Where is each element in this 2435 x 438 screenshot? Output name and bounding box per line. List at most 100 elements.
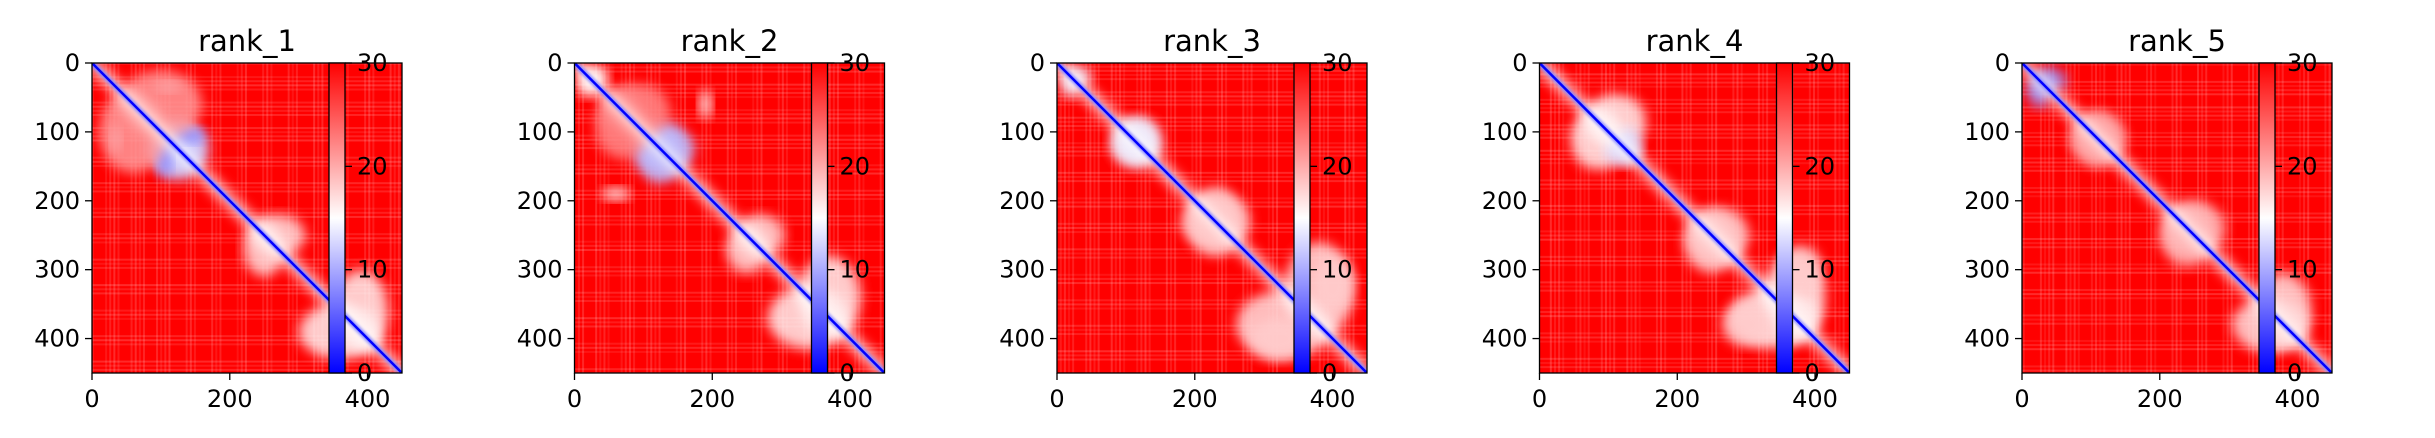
heatmap-stripe <box>1352 63 1355 373</box>
heatmap-stripe <box>777 63 780 373</box>
heatmap-stripe <box>2150 63 2153 373</box>
heatmap-stripe <box>393 63 396 373</box>
heatmap-stripe <box>1842 63 1845 373</box>
heatmap-stripe <box>1587 63 1590 373</box>
heatmap-stripe <box>168 63 171 373</box>
heatmap-stripe <box>193 63 196 373</box>
heatmap-stripe <box>1136 63 1139 373</box>
heatmap-stripe <box>1057 299 1367 302</box>
heatmap-stripe <box>1604 63 1607 373</box>
heatmap-stripe <box>92 339 402 342</box>
heatmap-stripe <box>620 63 623 373</box>
heatmap-stripe <box>1072 63 1075 373</box>
heatmap-stripe <box>1660 63 1663 373</box>
heatmap-stripe <box>1057 277 1367 280</box>
heatmap-stripe <box>2073 63 2076 373</box>
axes-frame <box>2021 62 2333 374</box>
colorbar-tick-label: 20 <box>1805 152 1836 180</box>
heatmap-stripe <box>1119 63 1121 373</box>
heatmap-stripe <box>1057 350 1367 353</box>
heatmap-stripe <box>2022 344 2332 347</box>
heatmap-image <box>1057 63 1367 373</box>
colorbar-tick-label: 0 <box>1322 359 1337 387</box>
heatmap-stripe <box>1539 107 1850 110</box>
heatmap-stripe <box>105 63 108 373</box>
heatmap-stripe <box>1057 69 1367 72</box>
heatmap-stripe <box>1089 63 1092 373</box>
heatmap-stripe <box>574 121 885 124</box>
heatmap-stripe <box>142 63 145 373</box>
y-tick-label: 400 <box>34 325 80 353</box>
heatmap-stripe <box>2022 169 2332 172</box>
heatmap-stripe <box>2226 63 2229 373</box>
x-tick-label: 400 <box>827 385 873 413</box>
heatmap-stripe <box>2099 63 2102 373</box>
heatmap-stripe <box>574 164 885 167</box>
heatmap-stripe <box>2044 63 2047 373</box>
heatmap-stripe <box>650 63 653 373</box>
heatmap-stripe <box>92 76 402 79</box>
heatmap-stripe <box>92 309 402 312</box>
heatmap-stripe <box>1579 63 1582 373</box>
heatmap-stripe <box>1057 282 1367 285</box>
heatmap-stripe <box>2022 131 2332 134</box>
heatmap-stripe <box>92 63 402 65</box>
colorbar <box>1293 62 1311 374</box>
heatmap-stripe <box>574 321 885 324</box>
heatmap-blob <box>1311 255 1354 311</box>
diagonal-line <box>2022 63 2332 373</box>
y-tick-label: 0 <box>1030 49 1045 77</box>
heatmap-stripe <box>1817 63 1820 373</box>
heatmap-stripe <box>803 63 806 373</box>
heatmap-stripe <box>2090 63 2093 373</box>
heatmap-stripe <box>2022 267 2332 270</box>
heatmap-stripe <box>92 313 402 316</box>
heatmap-stripe <box>1762 63 1765 373</box>
heatmap-stripe <box>92 368 402 371</box>
heatmap-stripe <box>1553 63 1556 373</box>
heatmap-stripe <box>1630 63 1633 373</box>
heatmap-stripe <box>1057 328 1367 331</box>
heatmap-stripe <box>1097 63 1100 373</box>
heatmap-stripe <box>164 63 167 373</box>
heatmap-stripe <box>160 63 163 373</box>
heatmap-stripe <box>574 342 885 345</box>
y-tick-label: 100 <box>1964 118 2010 146</box>
heatmap-stripe <box>1057 120 1367 123</box>
y-tick-label: 400 <box>1482 325 1528 353</box>
heatmap-stripe <box>1539 340 1850 343</box>
heatmap-stripe <box>1123 63 1126 373</box>
heatmap-stripe <box>1057 142 1367 145</box>
heatmap-stripe <box>1057 95 1367 98</box>
heatmap-stripe <box>2022 322 2332 325</box>
heatmap-stripe <box>92 113 402 116</box>
heatmap-stripe <box>574 172 885 175</box>
heatmap-stripe <box>574 325 885 328</box>
heatmap-stripe <box>574 368 885 371</box>
heatmap-stripe <box>92 135 402 138</box>
heatmap-stripe <box>574 350 885 353</box>
heatmap-stripe <box>1638 63 1641 373</box>
y-tick-label: 0 <box>65 49 80 77</box>
x-tick-label: 0 <box>84 385 99 413</box>
heatmap-stripe <box>92 360 402 363</box>
heatmap-stripe <box>574 317 885 320</box>
heatmap-stripe <box>1057 146 1367 149</box>
heatmap-stripe <box>364 63 367 373</box>
heatmap-stripe <box>92 364 402 367</box>
heatmap-stripe <box>858 63 861 373</box>
heatmap-stripe <box>1057 78 1367 81</box>
heatmap-stripe <box>1348 63 1351 373</box>
x-tick-label: 400 <box>2275 385 2321 413</box>
heatmap-stripe <box>862 63 865 373</box>
x-tick-label: 200 <box>689 385 735 413</box>
heatmap-stripe <box>2120 63 2123 373</box>
diagonal-line <box>574 63 885 373</box>
heatmap-stripe <box>2324 63 2327 373</box>
heatmap-stripe <box>321 63 324 373</box>
heatmap-stripe <box>2065 63 2068 373</box>
heatmap-stripe <box>2039 63 2042 373</box>
heatmap-stripe <box>2022 297 2332 300</box>
heatmap-stripe <box>624 63 627 373</box>
heatmap-blob <box>243 221 285 277</box>
